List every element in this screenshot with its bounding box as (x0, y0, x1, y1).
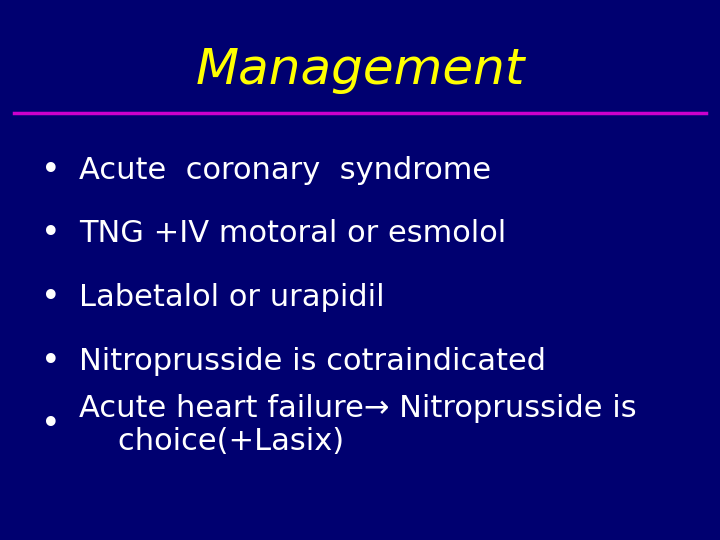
Text: •: • (40, 153, 60, 187)
Text: Acute  coronary  syndrome: Acute coronary syndrome (79, 156, 491, 185)
Text: •: • (40, 217, 60, 251)
Text: •: • (40, 408, 60, 442)
Text: Nitroprusside is cotraindicated: Nitroprusside is cotraindicated (79, 347, 546, 376)
Text: •: • (40, 345, 60, 378)
Text: Management: Management (195, 46, 525, 94)
Text: •: • (40, 281, 60, 314)
Text: TNG +IV motoral or esmolol: TNG +IV motoral or esmolol (79, 219, 506, 248)
Text: Labetalol or urapidil: Labetalol or urapidil (79, 283, 384, 312)
Text: Acute heart failure→ Nitroprusside is
    choice(+Lasix): Acute heart failure→ Nitroprusside is ch… (79, 394, 636, 456)
